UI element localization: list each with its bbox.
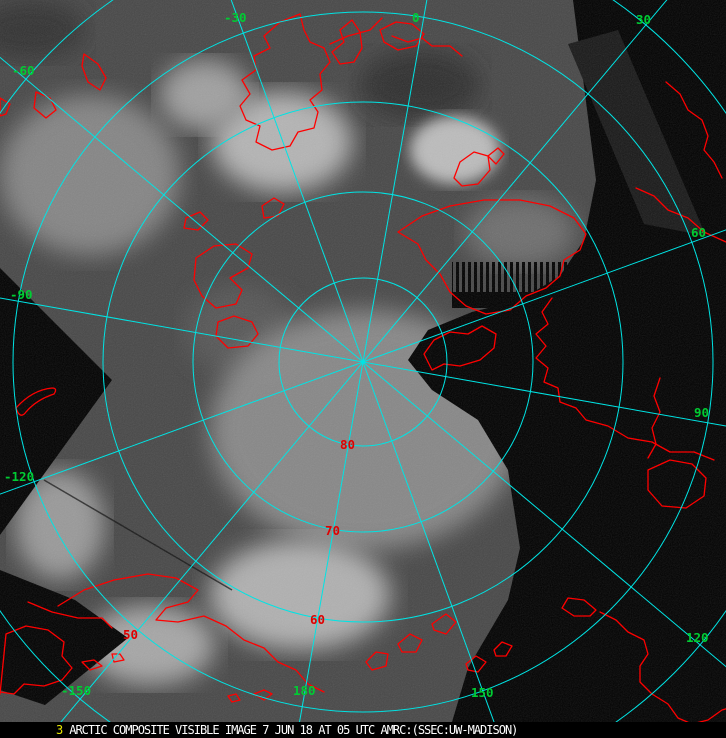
- annotation-bar: 3 ARCTIC COMPOSITE VISIBLE IMAGE 7 JUN 1…: [0, 722, 726, 738]
- coastline-island: [253, 689, 273, 701]
- coastline-severnaya-zemlya: [431, 613, 457, 635]
- coastline-severnaya-zemlya: [365, 651, 389, 671]
- coastline-nares: [391, 35, 463, 57]
- longitude-label: 60: [691, 225, 706, 240]
- coastline-island: [183, 211, 209, 231]
- longitude-label: -150: [61, 683, 91, 698]
- longitude-label: 180: [293, 683, 316, 698]
- coastline-white-sea: [647, 459, 707, 509]
- longitude-label: 0: [412, 10, 420, 25]
- coastline-alaska-north: [27, 601, 113, 629]
- coastline-island: [81, 659, 103, 671]
- meridian-line-90: [362, 361, 726, 427]
- coastline-iceland: [423, 325, 497, 371]
- coastline-norway-north: [635, 187, 726, 243]
- meridian-line-120: [362, 361, 726, 668]
- coastline-island: [331, 19, 363, 65]
- latitude-label: 70: [325, 523, 340, 538]
- longitude-label: -60: [12, 63, 35, 78]
- meridian-line--30: [230, 0, 364, 363]
- graticule: [0, 0, 726, 722]
- coastline-alaska: [0, 625, 73, 695]
- latitude-circle-70: [192, 191, 534, 533]
- frame-number: 3: [56, 723, 63, 737]
- meridian-line-30: [362, 0, 668, 363]
- meridian-line-0: [362, 0, 428, 363]
- coastline-kola: [647, 377, 661, 459]
- coastline-siberia: [57, 573, 325, 693]
- coastline-canadian-archipelago: [239, 13, 331, 151]
- latitude-label: 80: [340, 437, 355, 452]
- longitude-label: 30: [636, 12, 651, 27]
- meridian-line-180: [299, 361, 364, 722]
- latitude-label: 50: [123, 627, 138, 642]
- meridian-line-150: [362, 361, 495, 722]
- coastline-island: [0, 97, 11, 117]
- coastline-svalbard: [453, 151, 491, 187]
- coastline-baffin: [193, 243, 253, 309]
- coastline-svalbard-east: [487, 147, 505, 165]
- coastline-victoria: [215, 315, 259, 349]
- coastline-island: [227, 693, 241, 703]
- coastlines: [0, 13, 726, 722]
- longitude-label: 150: [471, 685, 494, 700]
- coastline-chukotka: [81, 53, 107, 91]
- coastline-norway-top-right: [665, 81, 723, 179]
- meridian-line--90: [0, 297, 364, 363]
- coastline-island: [493, 641, 513, 657]
- annotation-text: ARCTIC COMPOSITE VISIBLE IMAGE 7 JUN 18 …: [69, 723, 518, 737]
- meridian-line--150: [60, 361, 364, 722]
- longitude-label: 120: [686, 630, 709, 645]
- longitude-label: -30: [224, 10, 247, 25]
- meridian-line-60: [362, 229, 726, 363]
- arctic-composite-map: -30 0 30 -60 60 -90 90 -120 120 -150 180 150 80 70 60 5…: [0, 0, 726, 722]
- coastline-island: [261, 197, 285, 219]
- latitude-circle-80: [278, 277, 448, 447]
- coastline-greenland: [397, 199, 587, 315]
- coastline-island: [465, 655, 487, 673]
- grid-labels: -30 0 30 -60 60 -90 90 -120 120 -150 180 150 80 70 60 5…: [4, 10, 709, 700]
- longitude-label: 90: [694, 405, 709, 420]
- latitude-circle-60: [102, 101, 624, 623]
- coastline-seward: [15, 387, 57, 416]
- latitude-label: 60: [310, 612, 325, 627]
- latitude-circle-50: [12, 11, 714, 713]
- longitude-label: -90: [10, 287, 33, 302]
- coastline-island: [561, 597, 597, 617]
- coastline-severnaya-zemlya: [397, 633, 423, 653]
- meridian-line--120: [0, 361, 364, 495]
- coastline-novaya-zemlya: [599, 611, 726, 722]
- coastline-ellesmere-north: [329, 17, 383, 45]
- meridian-line--60: [0, 56, 364, 363]
- longitude-label: -120: [4, 469, 34, 484]
- coastline-scandinavia: [535, 297, 715, 461]
